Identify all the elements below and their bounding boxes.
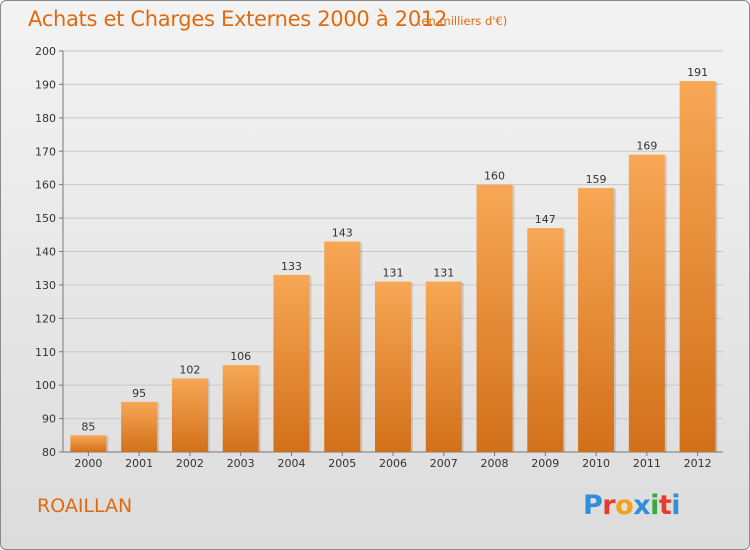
logo-letter: i: [650, 490, 659, 521]
bar-2007: [425, 281, 462, 452]
y-tick-label: 180: [35, 112, 56, 125]
logo-letter: t: [658, 490, 672, 521]
value-label: 106: [230, 350, 251, 363]
x-tick-label: 2002: [176, 457, 204, 470]
x-tick-label: 2000: [74, 457, 102, 470]
y-tick-label: 80: [42, 446, 56, 459]
value-label: 131: [433, 267, 454, 280]
logo-letter: r: [602, 490, 616, 521]
x-tick-label: 2010: [582, 457, 610, 470]
bar-2000: [70, 435, 107, 452]
x-tick-label: 2003: [227, 457, 255, 470]
value-label: 147: [535, 213, 556, 226]
value-label: 133: [281, 260, 302, 273]
logo-letter: x: [633, 490, 651, 521]
y-tick-label: 100: [35, 379, 56, 392]
x-tick-label: 2011: [633, 457, 661, 470]
logo-letter: P: [583, 490, 603, 521]
bar-2002: [171, 378, 208, 452]
value-label: 102: [179, 363, 200, 376]
y-tick-label: 190: [35, 78, 56, 91]
y-tick-label: 200: [35, 45, 56, 58]
value-label: 160: [484, 170, 505, 183]
value-label: 95: [132, 387, 146, 400]
value-label: 169: [636, 140, 657, 153]
bar-2001: [121, 401, 158, 452]
x-tick-label: 2012: [684, 457, 712, 470]
logo-letter: o: [615, 490, 634, 521]
bar-2006: [375, 281, 411, 452]
value-label: 131: [383, 267, 404, 280]
y-tick-label: 150: [35, 212, 56, 225]
commune-name: ROAILLAN: [37, 495, 133, 517]
value-label: 143: [332, 226, 353, 239]
x-tick-label: 2008: [481, 457, 509, 470]
x-tick-label: 2005: [328, 457, 356, 470]
value-label: 85: [81, 420, 95, 433]
x-tick-label: 2006: [379, 457, 407, 470]
bar-2008: [476, 184, 513, 452]
value-label: 191: [687, 66, 708, 79]
y-tick-label: 140: [35, 246, 56, 259]
y-tick-label: 170: [35, 145, 56, 158]
x-tick-label: 2007: [430, 457, 458, 470]
x-tick-label: 2009: [531, 457, 559, 470]
chart-subtitle: (en milliers d'€): [417, 14, 508, 28]
bar-2010: [578, 188, 615, 452]
bar-2011: [628, 154, 665, 452]
logo-letter: i: [671, 490, 681, 521]
bar-2005: [324, 241, 361, 452]
value-label: 159: [586, 173, 607, 186]
y-tick-label: 110: [35, 346, 56, 359]
y-tick-label: 130: [35, 279, 56, 292]
proxiti-logo[interactable]: Proxiti: [583, 490, 681, 521]
y-tick-label: 120: [35, 312, 56, 325]
y-tick-label: 90: [42, 413, 56, 426]
chart-title: Achats et Charges Externes 2000 à 2012: [28, 7, 448, 31]
x-tick-label: 2004: [277, 457, 305, 470]
bar-2009: [527, 228, 564, 452]
x-tick-label: 2001: [125, 457, 153, 470]
bar-2003: [222, 365, 259, 452]
y-tick-label: 160: [35, 179, 56, 192]
bar-2012: [679, 81, 716, 452]
bar-2004: [273, 274, 310, 452]
